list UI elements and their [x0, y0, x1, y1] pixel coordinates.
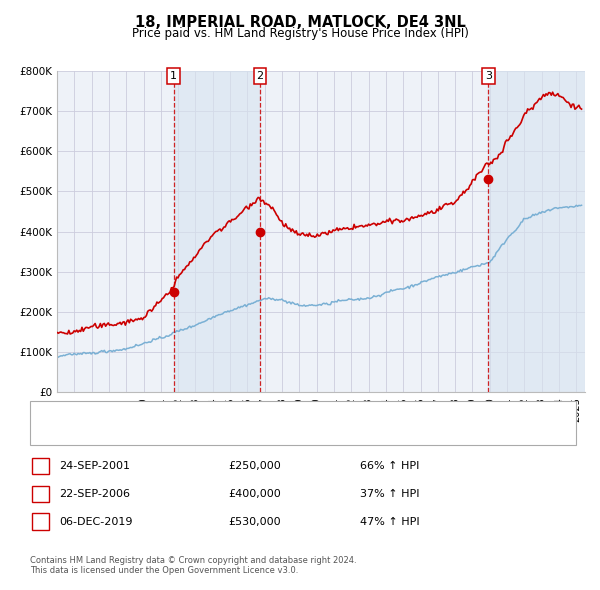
Text: 1: 1: [170, 71, 177, 81]
Text: 47% ↑ HPI: 47% ↑ HPI: [360, 517, 419, 526]
Text: 3: 3: [37, 517, 44, 526]
Text: This data is licensed under the Open Government Licence v3.0.: This data is licensed under the Open Gov…: [30, 566, 298, 575]
Text: 2: 2: [257, 71, 263, 81]
Text: 1: 1: [37, 461, 44, 471]
Text: 18, IMPERIAL ROAD, MATLOCK, DE4 3NL (detached house): 18, IMPERIAL ROAD, MATLOCK, DE4 3NL (det…: [77, 409, 396, 418]
Text: Price paid vs. HM Land Registry's House Price Index (HPI): Price paid vs. HM Land Registry's House …: [131, 27, 469, 40]
Text: 2: 2: [37, 489, 44, 499]
Text: £250,000: £250,000: [228, 461, 281, 471]
Text: 22-SEP-2006: 22-SEP-2006: [59, 489, 130, 499]
Text: £400,000: £400,000: [228, 489, 281, 499]
Text: 06-DEC-2019: 06-DEC-2019: [59, 517, 133, 526]
Text: 18, IMPERIAL ROAD, MATLOCK, DE4 3NL: 18, IMPERIAL ROAD, MATLOCK, DE4 3NL: [134, 15, 466, 30]
Text: Contains HM Land Registry data © Crown copyright and database right 2024.: Contains HM Land Registry data © Crown c…: [30, 556, 356, 565]
Text: 37% ↑ HPI: 37% ↑ HPI: [360, 489, 419, 499]
Text: 24-SEP-2001: 24-SEP-2001: [59, 461, 130, 471]
Text: 3: 3: [485, 71, 492, 81]
Text: £530,000: £530,000: [228, 517, 281, 526]
Bar: [488, 71, 585, 392]
Text: HPI: Average price, detached house, Derbyshire Dales: HPI: Average price, detached house, Derb…: [77, 428, 373, 438]
Text: 66% ↑ HPI: 66% ↑ HPI: [360, 461, 419, 471]
Bar: [173, 71, 260, 392]
